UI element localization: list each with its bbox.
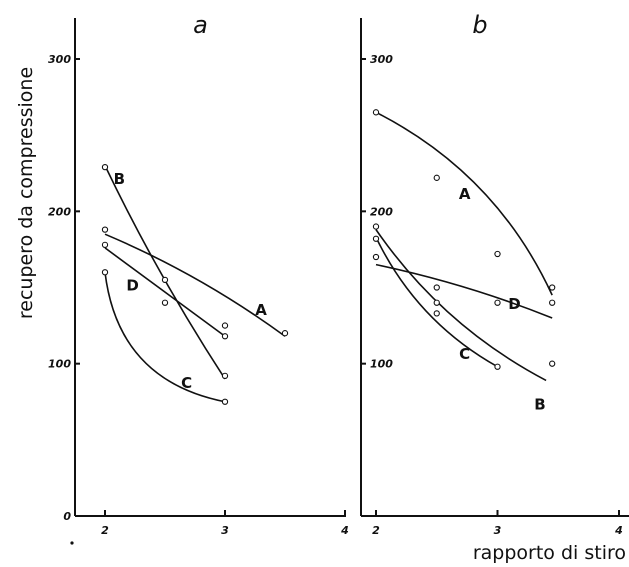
series-c-point [372,235,380,242]
series-a-curve [104,233,286,337]
series-d-point [221,333,229,340]
x-axis-title: rapporto di stiro [473,542,626,564]
series-b-label: B [534,395,545,413]
series-b-curve [104,165,226,380]
series-b-point [433,299,440,306]
series-b-point [372,223,380,230]
y-tick-label: 200 [370,205,393,218]
series-a-curve [375,111,553,296]
series-d-point [101,241,109,248]
series-b-point [161,276,169,284]
series-b-point [221,372,229,380]
series-a-point [494,250,501,258]
y-tick-label: 200 [48,205,71,218]
stray-dot [70,541,74,545]
series-c-point [433,310,440,317]
series-a-point [281,330,289,337]
series-d-curve [104,247,226,337]
series-c-point [494,363,501,370]
series-d-point [494,299,501,306]
series-a-label: A [459,185,471,203]
series-c-point [221,398,229,405]
series-c-curve [104,272,226,403]
series-a-point [433,174,440,181]
y-tick-label: 300 [48,53,71,66]
x-tick-label: 2 [372,524,380,537]
panel-title: a [193,11,208,39]
series-b-label: B [114,170,125,188]
y-tick-label: 100 [48,358,71,371]
series-a-label: A [255,301,267,319]
series-d-point [549,299,556,306]
x-tick-label: 3 [494,524,502,537]
series-a-point [549,284,556,291]
series-d-point [221,322,229,329]
series-c-point [101,269,109,276]
panel-a: a 0 100 200 300 2 3 4 A B C D [48,11,349,537]
x-tick-label: 3 [221,524,229,537]
series-b-curve [375,229,547,382]
series-d-point [161,299,169,306]
series-d-label: D [508,295,520,313]
series-b-point [549,360,556,367]
series-b-point [101,164,109,171]
panel-title: b [472,11,487,39]
series-a-point [372,109,380,116]
y-tick-label: 100 [370,358,393,371]
series-c-label: C [459,345,470,363]
x-tick-label: 4 [614,524,623,537]
series-a-point [101,226,109,233]
series-d-point [433,284,440,291]
y-tick-label: 0 [63,510,71,523]
series-d-label: D [126,277,138,295]
y-axis-title: recupero da compressione [15,67,37,319]
series-c-curve [375,236,498,368]
series-c-label: C [181,374,192,392]
series-d-point [372,253,380,261]
series-d-curve [375,263,553,319]
x-tick-label: 2 [101,524,109,537]
y-tick-label: 300 [370,53,393,66]
panel-b: b 100 200 300 2 3 4 A B C D [360,11,629,537]
x-tick-label: 4 [340,524,349,537]
